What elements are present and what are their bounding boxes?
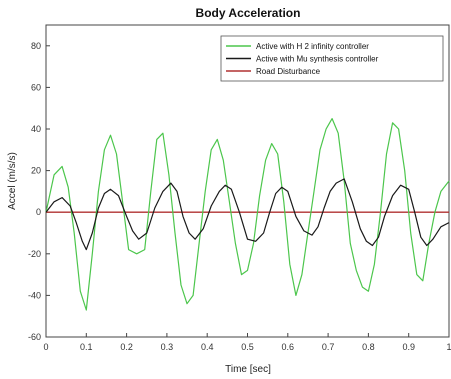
legend-label: Road Disturbance bbox=[256, 67, 321, 76]
y-tick-label: 60 bbox=[31, 82, 41, 92]
legend-box bbox=[220, 35, 444, 82]
y-tick-label: 20 bbox=[31, 166, 41, 176]
x-tick-label: 0.5 bbox=[241, 342, 254, 352]
x-tick-label: 0.1 bbox=[80, 342, 93, 352]
series-lines bbox=[45, 117, 450, 311]
series-line-0 bbox=[45, 117, 450, 311]
x-tick-label: 0.9 bbox=[402, 342, 415, 352]
y-tick-label: -40 bbox=[28, 290, 41, 300]
x-tick-label: 0.4 bbox=[201, 342, 214, 352]
x-tick-label: 0.7 bbox=[322, 342, 335, 352]
legend: Active with H 2 infinity controller Activ… bbox=[220, 35, 444, 82]
y-axis-label: Accel (m/s/s) bbox=[7, 152, 18, 210]
x-tick-label: 0 bbox=[43, 342, 48, 352]
x-axis-label: Time [sec] bbox=[225, 364, 271, 375]
series-line-1 bbox=[45, 178, 450, 251]
x-tick-label: 0.8 bbox=[362, 342, 375, 352]
y-tick-label: 40 bbox=[31, 124, 41, 134]
y-tick-label: -60 bbox=[28, 332, 41, 342]
y-tick-label: 0 bbox=[36, 207, 41, 217]
x-tick-label: 0.6 bbox=[282, 342, 295, 352]
axis-ticks: 0 0.1 0.2 0.3 0.4 0.5 0.6 0.7 0.8 0.9 1 -60 -40 -20 0 2… bbox=[28, 41, 451, 352]
y-tick-label: -20 bbox=[28, 249, 41, 259]
chart-title: Body Acceleration bbox=[196, 6, 301, 20]
x-tick-label: 0.2 bbox=[120, 342, 133, 352]
x-tick-label: 1 bbox=[446, 342, 451, 352]
y-tick-label: 80 bbox=[31, 41, 41, 51]
x-tick-label: 0.3 bbox=[161, 342, 174, 352]
legend-label: Active with H 2 infinity controller bbox=[256, 42, 369, 51]
legend-label: Active with Mu synthesis controller bbox=[256, 55, 379, 64]
